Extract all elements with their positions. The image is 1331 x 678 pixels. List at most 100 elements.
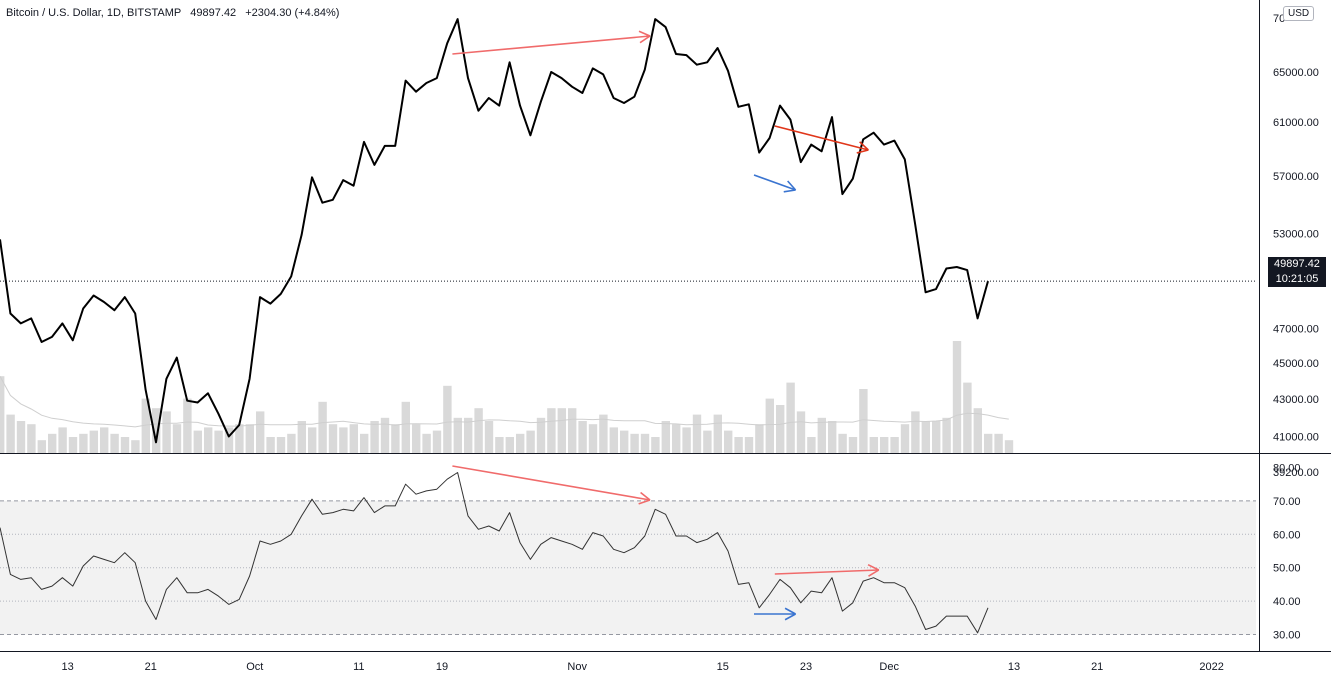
volume-bar <box>859 389 868 453</box>
last-price-tag: 49897.42 10:21:05 <box>1268 257 1326 287</box>
volume-bar <box>412 424 421 453</box>
volume-bar <box>963 382 972 453</box>
volume-bar <box>547 408 556 453</box>
volume-bar <box>37 440 46 453</box>
volume-bar <box>235 424 244 453</box>
volume-bar <box>568 408 577 453</box>
price-tick-label: 47000.00 <box>1273 323 1319 335</box>
x-tick-label: 11 <box>353 661 364 673</box>
volume-bar <box>100 427 109 453</box>
volume-bar <box>994 433 1003 453</box>
volume-bar <box>432 430 442 453</box>
rsi-divergence-arrow-mid[interactable] <box>774 563 880 577</box>
rsi-tick-label: 70.00 <box>1273 496 1301 508</box>
volume-bar <box>16 421 26 453</box>
volume-bar <box>58 427 67 453</box>
volume-bar <box>630 433 639 453</box>
volume-bar <box>557 408 566 453</box>
volume-bar <box>380 417 390 453</box>
volume-bar <box>869 437 878 453</box>
volume-bar <box>848 437 858 453</box>
rsi-tick-label: 40.00 <box>1273 596 1301 608</box>
x-tick-labels: 13 21 Oct 11 19 Nov 15 23 Dec 13 21 2022 <box>61 661 1223 673</box>
x-tick-label: Dec <box>879 661 899 673</box>
volume-bar <box>672 424 681 453</box>
volume-bar <box>651 437 660 453</box>
volume-bar <box>204 427 213 453</box>
volume-bar <box>640 433 650 453</box>
volume-bar <box>713 414 722 453</box>
volume-bar <box>984 433 993 453</box>
volume-bar <box>755 424 764 453</box>
volume-bar <box>1004 440 1014 453</box>
volume-bar <box>27 424 36 453</box>
volume-bar <box>880 437 889 453</box>
x-tick-label: 23 <box>800 661 812 673</box>
price-tick-label: 41000.00 <box>1273 432 1319 444</box>
volume-bar <box>734 437 743 453</box>
volume-bar <box>141 398 150 453</box>
volume-bar <box>973 408 982 453</box>
volume-bar <box>495 437 504 453</box>
volume-bar <box>276 437 286 453</box>
price-tick-label-top: 70 <box>1273 13 1285 25</box>
chart-header: Bitcoin / U.S. Dollar, 1D, BITSTAMP 4989… <box>6 7 345 19</box>
rsi-line <box>0 472 989 634</box>
volume-bar <box>682 427 691 453</box>
volume-bar <box>942 417 951 453</box>
volume-bar <box>79 433 88 453</box>
volume-bar <box>48 433 57 453</box>
x-tick-label: Oct <box>246 661 263 673</box>
volume-bar <box>183 398 192 453</box>
volume-bar <box>464 417 473 453</box>
price-tag-countdown: 10:21:05 <box>1275 273 1319 285</box>
annotation-arrows <box>452 30 880 621</box>
price-divergence-arrow-blue[interactable] <box>753 174 797 193</box>
x-tick-label: 2022 <box>1199 661 1223 673</box>
volume-bar <box>6 414 15 453</box>
price-line <box>0 18 989 444</box>
volume-bar <box>952 341 962 453</box>
volume-bar <box>776 405 785 453</box>
x-tick-label: 13 <box>61 661 73 673</box>
volume-bar <box>744 437 754 453</box>
gridlines <box>0 500 1256 635</box>
volume-bar <box>516 433 525 453</box>
x-tick-label: 13 <box>1008 661 1020 673</box>
volume-bar <box>245 424 254 453</box>
last-price: 49897.42 <box>190 7 237 19</box>
volume-bar <box>786 382 795 453</box>
volume-bar <box>817 417 826 453</box>
price-divergence-arrow-top[interactable] <box>452 30 651 55</box>
price-tick-label: 61000.00 <box>1273 117 1319 129</box>
volume-bar <box>453 417 462 453</box>
volume-bar <box>505 437 514 453</box>
volume-bar <box>297 421 306 453</box>
volume-bar <box>256 411 265 453</box>
rsi-divergence-arrow-top[interactable] <box>452 465 651 505</box>
axes <box>0 0 1331 652</box>
price-divergence-arrow-mid[interactable] <box>774 125 869 154</box>
volume-bar <box>308 427 317 453</box>
volume-bar <box>620 430 629 453</box>
volume-bar <box>214 430 223 453</box>
volume-bar <box>443 385 452 453</box>
volume-bar <box>131 440 140 453</box>
rsi-tick-label: 50.00 <box>1273 563 1301 575</box>
x-tick-label: 15 <box>717 661 729 673</box>
volume-bar <box>890 437 899 453</box>
symbol-title: Bitcoin / U.S. Dollar, 1D, BITSTAMP <box>6 7 182 19</box>
rsi-tick-label: 80.00 <box>1273 463 1301 475</box>
volume-bar <box>349 424 358 453</box>
volume-bar <box>193 430 202 453</box>
volume-bar <box>838 433 847 453</box>
price-tick-label: 39200.00 <box>1273 467 1319 479</box>
volume-ma-line <box>0 375 1009 428</box>
volume-bar <box>921 421 930 453</box>
currency-badge[interactable]: USD <box>1283 6 1315 21</box>
volume-bar <box>703 430 712 453</box>
volume-bar <box>224 427 234 453</box>
rsi-divergence-arrow-blue[interactable] <box>754 607 796 621</box>
y-tick-labels: 39200.00 41000.00 43000.00 45000.00 47000.00… <box>1273 13 1319 642</box>
